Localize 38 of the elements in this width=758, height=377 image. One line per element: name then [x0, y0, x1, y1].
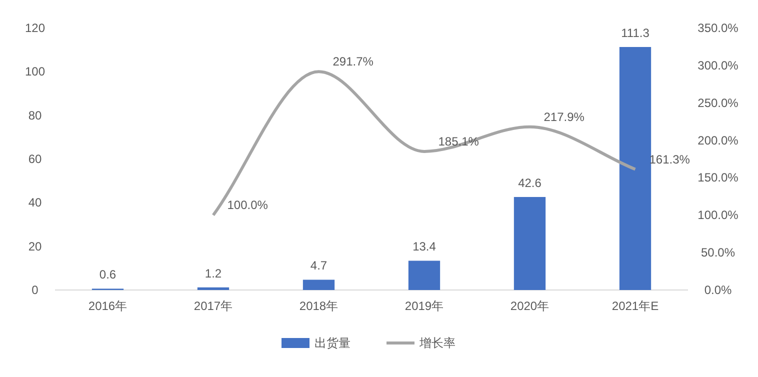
data-label: 1.2: [204, 266, 222, 280]
x-tick-label: 2020年: [510, 299, 550, 313]
y2-tick-label: 300.0%: [698, 58, 739, 72]
y-tick-label: 0: [32, 283, 39, 297]
data-label: 4.7: [310, 258, 328, 273]
bar: [197, 287, 230, 290]
bar: [514, 196, 546, 290]
x-tick-label: 2019年: [404, 299, 444, 313]
y-tick-label: 100: [24, 64, 46, 79]
data-label: 13.4: [412, 240, 436, 254]
y-tick-label: 80: [28, 108, 42, 122]
x-tick-label: 2017年: [194, 299, 233, 313]
data-label: 100.0%: [227, 198, 268, 212]
y-tick-label: 60: [28, 152, 42, 166]
bar: [302, 280, 335, 290]
y2-tick-label: 200.0%: [698, 133, 739, 148]
data-label: 42.6: [518, 176, 542, 190]
legend-label: 出货量: [314, 336, 350, 350]
x-tick-label: 2021年E: [612, 299, 659, 313]
y2-tick-label: 350.0%: [698, 21, 739, 35]
x-tick-label: 2016年: [88, 299, 128, 313]
y-tick-label: 120: [24, 21, 46, 35]
y2-tick-label: 100.0%: [698, 208, 739, 222]
y-tick-label: 20: [28, 239, 42, 254]
data-label: 291.7%: [332, 54, 374, 69]
data-label: 185.1%: [438, 134, 480, 148]
bar: [408, 260, 440, 290]
y2-tick-label: 250.0%: [698, 96, 739, 110]
y-tick-label: 40: [28, 196, 42, 210]
data-label: 111.3: [621, 26, 650, 40]
x-tick-label: 2018年: [299, 299, 338, 313]
legend-label: 增长率: [418, 336, 456, 350]
y2-tick-label: 150.0%: [698, 170, 739, 185]
y2-tick-label: 50.0%: [700, 246, 736, 260]
y2-tick-label: 0.0%: [704, 283, 732, 297]
data-label: 217.9%: [544, 110, 585, 124]
data-label: 0.6: [99, 268, 116, 282]
bar: [619, 46, 652, 290]
